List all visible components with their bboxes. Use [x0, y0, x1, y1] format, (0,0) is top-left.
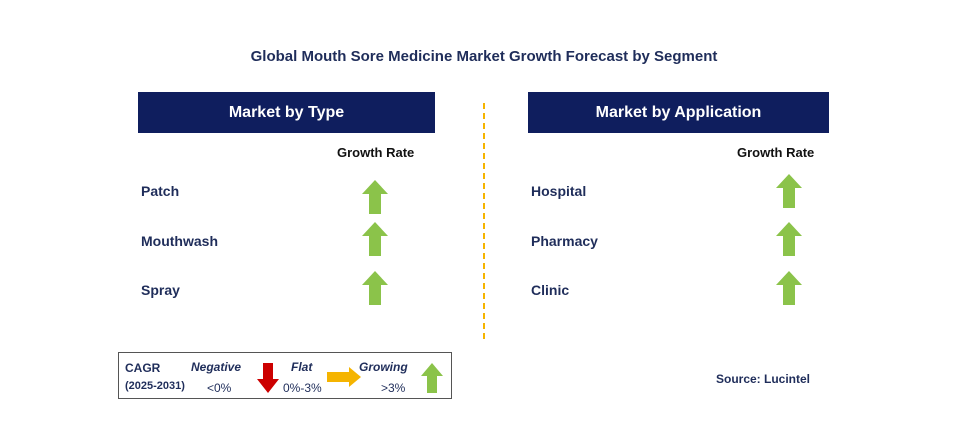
up-arrow-icon — [776, 174, 802, 208]
type-row-label-mouthwash: Mouthwash — [141, 233, 218, 249]
type-row-label-spray: Spray — [141, 282, 180, 298]
application-panel-header: Market by Application — [528, 92, 829, 133]
legend-negative-range: <0% — [207, 381, 232, 395]
legend-cagr-label: CAGR — [125, 361, 161, 375]
up-arrow-icon — [362, 222, 388, 256]
down-arrow-icon — [257, 363, 279, 393]
source-note: Source: Lucintel — [716, 372, 811, 386]
legend-growing-range: >3% — [381, 381, 406, 395]
up-arrow-icon — [421, 363, 443, 393]
cagr-legend: CAGR (2025-2031) Negative <0% Flat 0%-3%… — [118, 352, 452, 399]
right-arrow-icon — [327, 367, 361, 387]
application-row-label-hospital: Hospital — [531, 183, 587, 199]
application-row-label-clinic: Clinic — [531, 282, 570, 298]
legend-period: (2025-2031) — [125, 380, 185, 392]
application-row-label-pharmacy: Pharmacy — [531, 233, 598, 249]
legend-flat-range: 0%-3% — [283, 381, 322, 395]
application-growth-rate-label: Growth Rate — [737, 145, 815, 160]
chart-title: Global Mouth Sore Medicine Market Growth… — [250, 48, 718, 65]
type-panel-header: Market by Type — [138, 92, 435, 133]
legend-negative-label: Negative — [191, 360, 242, 374]
type-row-label-patch: Patch — [141, 183, 180, 199]
panel-divider — [483, 103, 485, 339]
legend-flat-label: Flat — [291, 360, 313, 374]
up-arrow-icon — [362, 180, 388, 214]
up-arrow-icon — [776, 222, 802, 256]
legend-growing-label: Growing — [359, 360, 408, 374]
up-arrow-icon — [776, 271, 802, 305]
up-arrow-icon — [362, 271, 388, 305]
type-growth-rate-label: Growth Rate — [337, 145, 415, 160]
